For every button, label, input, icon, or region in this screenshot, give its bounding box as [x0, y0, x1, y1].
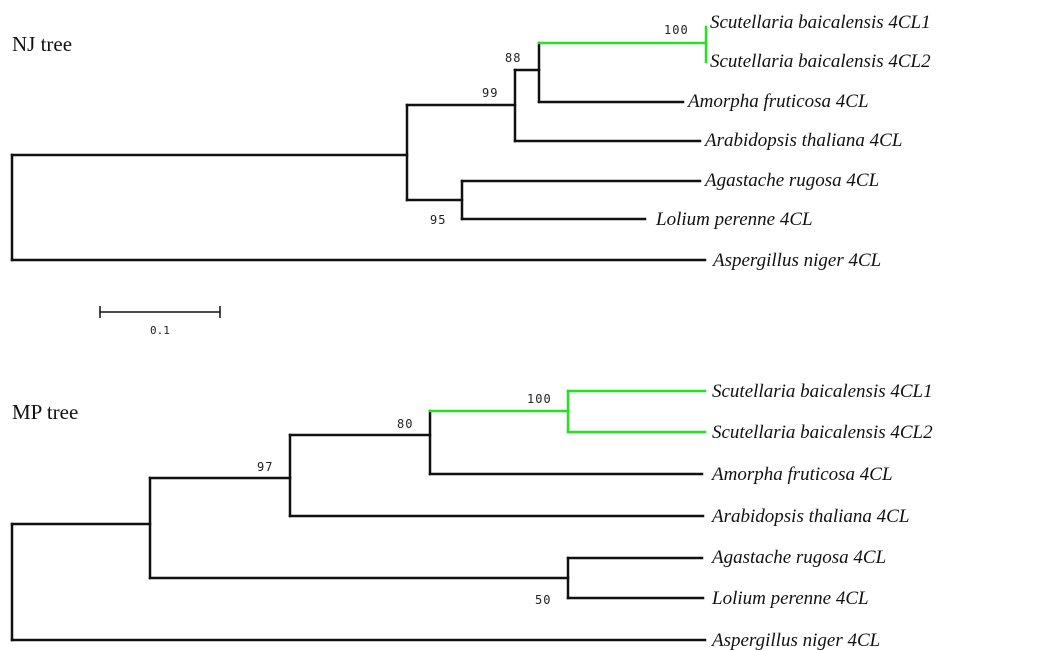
nj-bootstrap-label: 99: [482, 86, 498, 100]
mp-bootstrap-label: 50: [535, 593, 551, 607]
mp-branches: [10, 389, 707, 642]
mp-tree: MP tree 100: [10, 381, 933, 650]
nj-taxon-label: Agastache rugosa 4CL: [703, 170, 879, 191]
nj-bootstrap-label: 88: [505, 51, 521, 65]
nj-taxon-label: Arabidopsis thaliana 4CL: [703, 130, 902, 151]
scale-bar: 0.1: [99, 306, 221, 337]
mp-bootstrap-label: 100: [527, 392, 552, 406]
nj-branches: [10, 25, 708, 262]
scale-bar-label: 0.1: [150, 324, 170, 337]
nj-taxon-label: Scutellaria baicalensis 4CL2: [710, 51, 931, 72]
mp-taxon-label: Scutellaria baicalensis 4CL1: [712, 381, 933, 402]
mp-bootstrap-label: 97: [257, 460, 273, 474]
mp-bootstrap-label: 80: [397, 417, 413, 431]
mp-taxon-label: Arabidopsis thaliana 4CL: [710, 506, 909, 527]
mp-tree-title: MP tree: [12, 400, 78, 424]
nj-tree: NJ tree: [10, 12, 931, 271]
nj-taxon-label: Scutellaria baicalensis 4CL1: [710, 12, 931, 33]
mp-taxon-label: Lolium perenne 4CL: [711, 588, 869, 609]
nj-taxon-label: Amorpha fruticosa 4CL: [686, 91, 869, 112]
mp-taxon-label: Aspergillus niger 4CL: [710, 630, 880, 650]
nj-bootstrap-label: 100: [664, 23, 689, 37]
mp-taxon-label: Scutellaria baicalensis 4CL2: [712, 422, 933, 443]
mp-taxon-label: Amorpha fruticosa 4CL: [710, 464, 893, 485]
mp-taxon-label: Agastache rugosa 4CL: [710, 547, 886, 568]
nj-bootstrap-label: 95: [430, 213, 446, 227]
nj-tree-title: NJ tree: [12, 32, 72, 56]
nj-taxon-label: Aspergillus niger 4CL: [711, 250, 881, 271]
nj-taxon-label: Lolium perenne 4CL: [655, 209, 813, 230]
